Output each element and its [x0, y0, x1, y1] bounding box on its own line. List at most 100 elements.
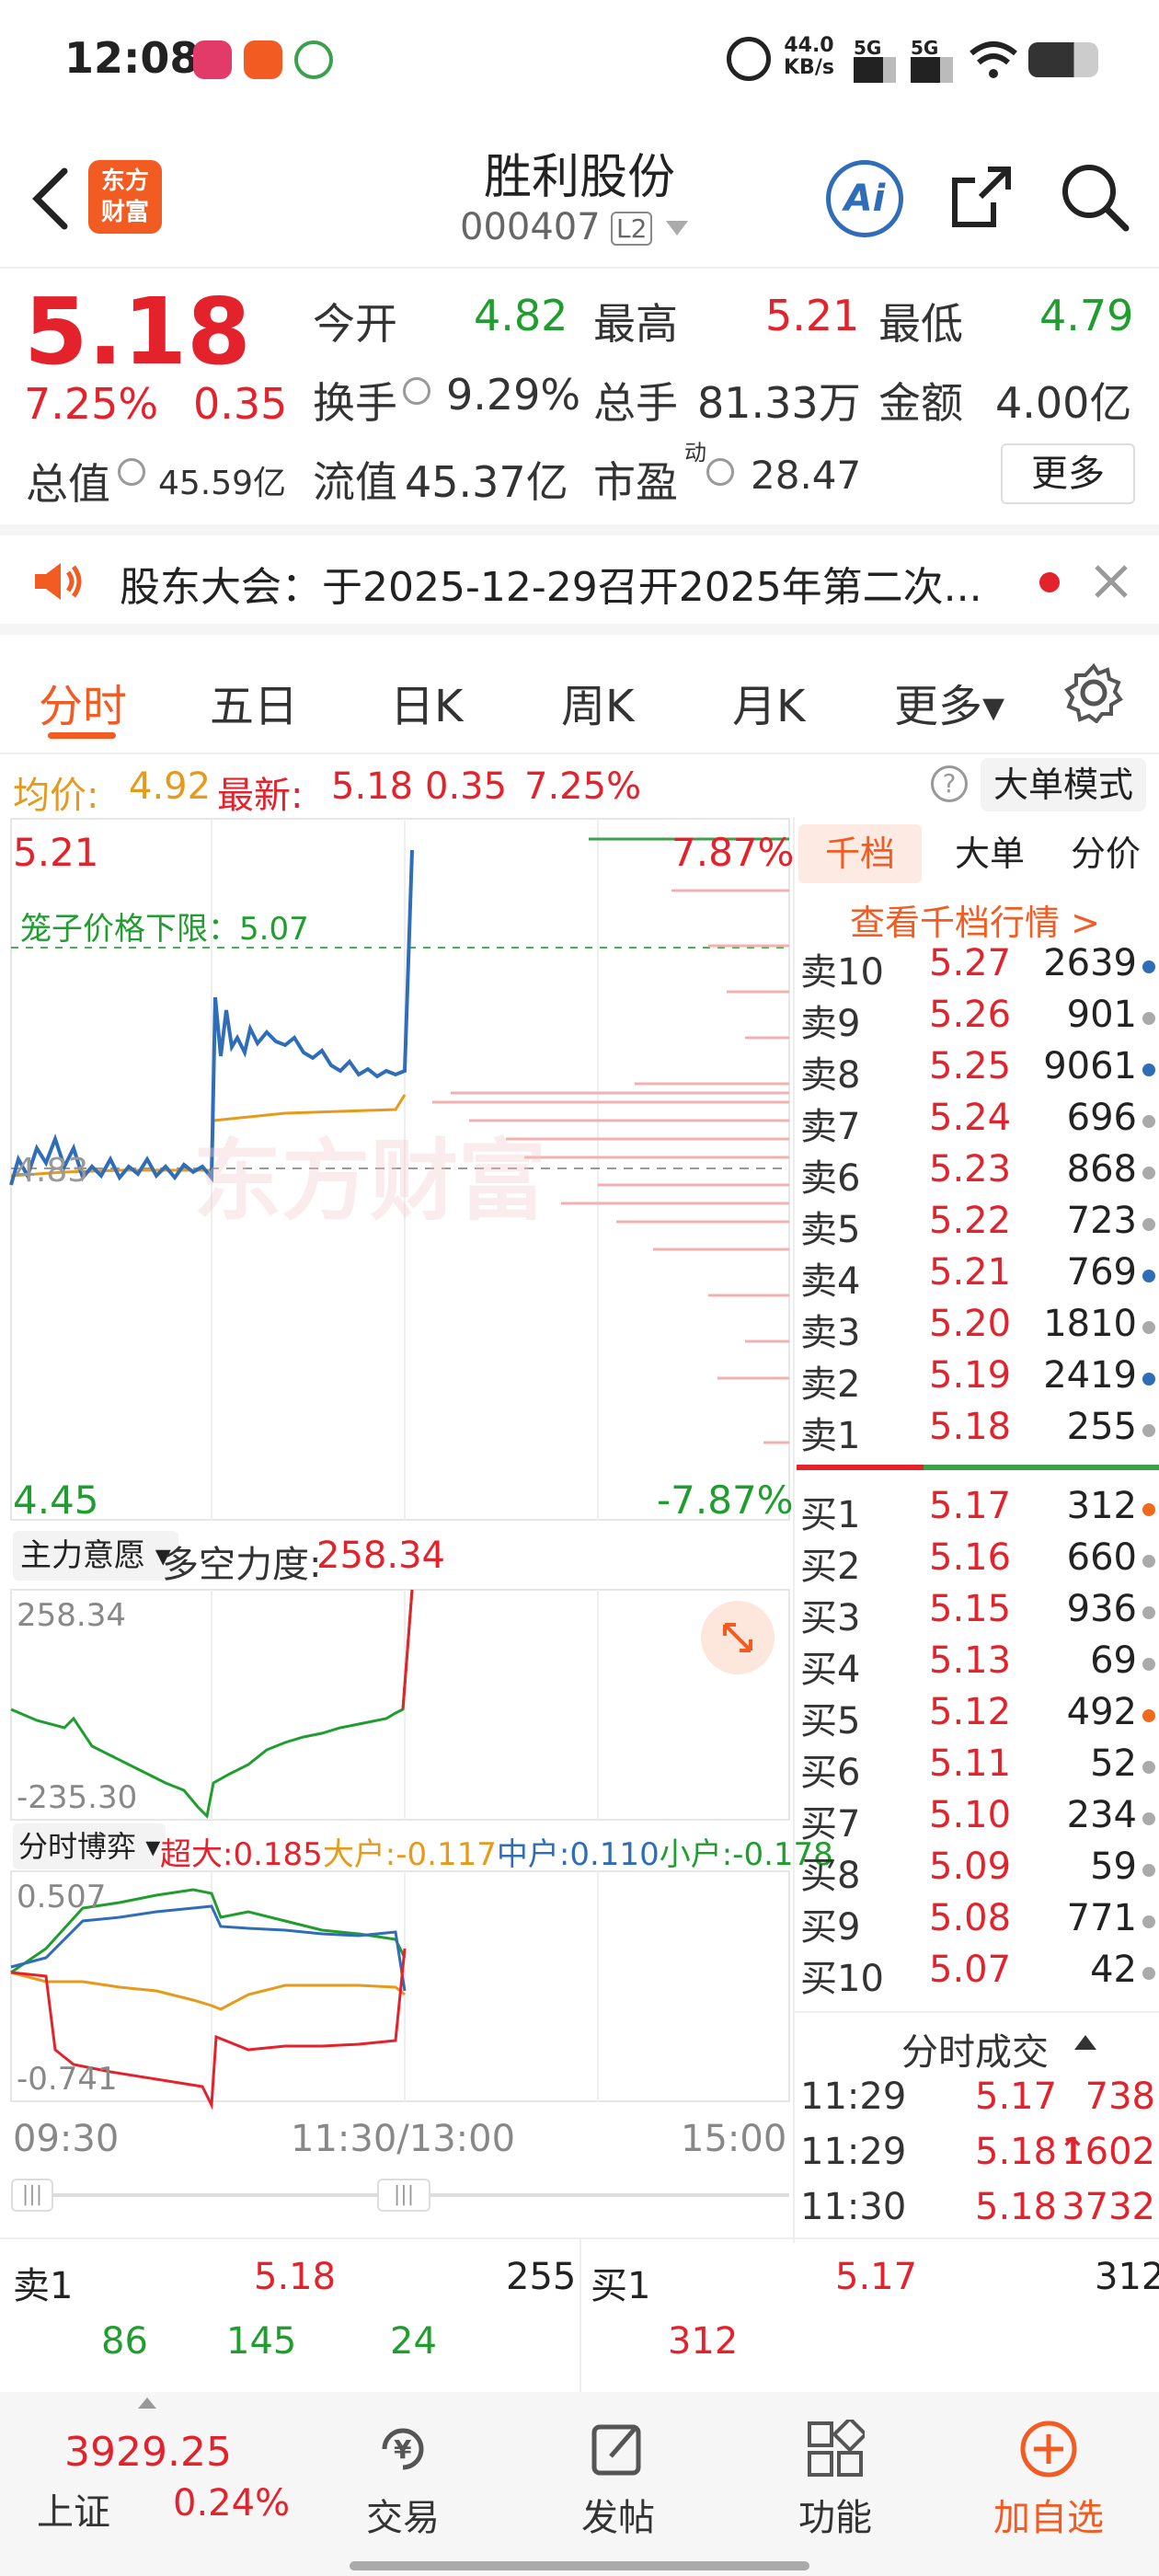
eastmoney-logo: 东方 财富 — [88, 160, 162, 234]
ai-button[interactable]: Ai — [826, 160, 903, 237]
ask-row[interactable]: 卖10 5.27 2639 — [800, 942, 1159, 994]
bid-price: 5.13 — [929, 1639, 1012, 1682]
index-value[interactable]: 3929.25 — [64, 2429, 232, 2476]
info-icon[interactable] — [403, 377, 430, 405]
ask-price: 5.24 — [929, 1097, 1012, 1139]
info-icon[interactable] — [706, 458, 734, 486]
bid-label: 买2 — [800, 1546, 861, 1588]
bid-row[interactable]: 买2 5.16 660 — [800, 1536, 1159, 1588]
ask-row[interactable]: 卖5 5.22 723 — [800, 1200, 1159, 1251]
ask-row[interactable]: 卖7 5.24 696 — [800, 1097, 1159, 1148]
indicator-value: 258.34 — [316, 1535, 445, 1577]
ask-price: 5.27 — [929, 942, 1012, 984]
bid-label: 买10 — [800, 1958, 884, 2000]
time-mid: 11:30/13:00 — [291, 2118, 516, 2160]
ask-row[interactable]: 卖6 5.23 868 — [800, 1148, 1159, 1200]
ask-row[interactable]: 卖9 5.26 901 — [800, 994, 1159, 1045]
info-icon[interactable] — [118, 458, 145, 486]
bid1-part: 312 — [668, 2320, 739, 2363]
bid-label: 买3 — [800, 1597, 861, 1639]
expand-up-icon[interactable] — [138, 2398, 156, 2409]
ask-dot — [1142, 1218, 1155, 1231]
nav-post[interactable]: 发帖 — [526, 2392, 710, 2576]
tab-daily-k[interactable]: 日K — [390, 681, 464, 732]
pe-sup: 动 — [684, 440, 706, 466]
bid-row[interactable]: 买9 5.08 771 — [800, 1897, 1159, 1949]
bid-row[interactable]: 买5 5.12 492 — [800, 1691, 1159, 1742]
ask-row[interactable]: 卖1 5.18 255 — [800, 1406, 1159, 1457]
expand-icon[interactable] — [701, 1601, 775, 1674]
pe-label: 市盈 — [593, 457, 678, 507]
ask-row[interactable]: 卖8 5.25 9061 — [800, 1045, 1159, 1097]
view-depth-link[interactable]: 查看千档行情 > — [850, 903, 1100, 943]
nav-add-watchlist[interactable]: 加自选 — [957, 2392, 1141, 2576]
axis-bottom-pct: -7.87% — [657, 1478, 794, 1523]
tab-big-order[interactable]: 大单 — [954, 834, 1025, 874]
force-line-green — [10, 1589, 414, 1820]
bid-label: 买6 — [800, 1752, 861, 1794]
collapse-icon[interactable] — [1074, 2035, 1096, 2050]
scroll-handle-right[interactable]: ||| — [377, 2179, 430, 2212]
ask-dot — [1142, 1373, 1155, 1386]
bid-row[interactable]: 买7 5.10 234 — [800, 1794, 1159, 1846]
bid-row[interactable]: 买4 5.13 69 — [800, 1639, 1159, 1691]
ask-row[interactable]: 卖2 5.19 2419 — [800, 1354, 1159, 1406]
tab-intraday[interactable]: 分时 — [39, 681, 128, 732]
gear-icon[interactable] — [1063, 662, 1124, 724]
bid-row[interactable]: 买1 5.17 312 — [800, 1485, 1159, 1536]
bid-row[interactable]: 买6 5.11 52 — [800, 1742, 1159, 1794]
bid-price: 5.15 — [929, 1588, 1012, 1630]
scroll-handle-left[interactable]: ||| — [11, 2179, 53, 2212]
trade-volume: 738 — [1084, 2076, 1155, 2118]
help-icon[interactable]: ? — [931, 765, 968, 802]
ask-volume: 1810 — [1043, 1303, 1137, 1345]
indicator-select[interactable]: 主力意愿 ▾ — [13, 1531, 178, 1581]
game-legend: 超大:0.185大户:-0.117中户:0.110小户:-0.178 — [160, 1829, 833, 1874]
more-button[interactable]: 更多 — [1001, 443, 1135, 504]
last-pct: 7.25% — [524, 765, 642, 808]
ask-volume: 255 — [1066, 1406, 1137, 1448]
back-icon[interactable] — [24, 162, 79, 236]
bid-row[interactable]: 买8 5.09 59 — [800, 1846, 1159, 1897]
tab-more[interactable]: 更多▾ — [894, 681, 1005, 732]
tab-five-day[interactable]: 五日 — [210, 681, 299, 732]
nav-functions[interactable]: 功能 — [743, 2392, 927, 2576]
trade-row: 11:29 5.17 738 — [800, 2076, 1159, 2127]
ask1-price: 5.18 — [254, 2256, 337, 2298]
ask-volume: 9061 — [1043, 1045, 1137, 1087]
bid1-price: 5.17 — [835, 2256, 918, 2298]
notice-bar[interactable]: 股东大会：于2025-12-29召开2025年第二次... — [0, 524, 1159, 635]
search-icon[interactable] — [1058, 158, 1131, 236]
bid-row[interactable]: 买10 5.07 42 — [800, 1949, 1159, 2000]
share-icon[interactable] — [947, 160, 1017, 234]
ask-price: 5.23 — [929, 1148, 1012, 1190]
index-pct[interactable]: 0.24% — [173, 2482, 291, 2524]
ask-dot — [1142, 1321, 1155, 1334]
close-icon[interactable] — [1091, 561, 1131, 602]
tab-depth[interactable]: 千档 — [798, 824, 922, 883]
ask-dot — [1142, 1424, 1155, 1437]
legend-value: 0.110 — [569, 1836, 660, 1873]
ask-row[interactable]: 卖3 5.20 1810 — [800, 1303, 1159, 1354]
bid-price: 5.16 — [929, 1536, 1012, 1579]
amount-label: 金额 — [878, 378, 963, 428]
app-notification-icon — [193, 40, 232, 79]
game-select[interactable]: 分时博弈 ▾ — [13, 1823, 166, 1869]
tab-weekly-k[interactable]: 周K — [561, 681, 635, 732]
ask-list: 卖10 5.27 2639 卖9 5.26 901 卖8 5.25 9061 卖7 5.24 696 卖… — [795, 942, 1159, 1457]
bid-volume: 660 — [1066, 1536, 1137, 1579]
ask-row[interactable]: 卖4 5.21 769 — [800, 1251, 1159, 1303]
tab-monthly-k[interactable]: 月K — [732, 681, 806, 732]
intraday-chart[interactable]: 5.21 7.87% 笼子价格下限：5.07 4.83 东方财富 4.45 -7… — [9, 817, 833, 2445]
speaker-icon — [33, 559, 85, 604]
index-name[interactable]: 上证 — [37, 2491, 110, 2534]
tab-price-dist[interactable]: 分价 — [1070, 834, 1141, 874]
grid-icon — [806, 2416, 868, 2478]
bid-volume: 771 — [1066, 1897, 1137, 1939]
big-order-mode-button[interactable]: 大单模式 — [981, 758, 1146, 811]
dropdown-arrow-icon[interactable] — [666, 221, 688, 236]
nav-trade[interactable]: ¥ 交易 — [311, 2392, 495, 2576]
bid-row[interactable]: 买3 5.15 936 — [800, 1588, 1159, 1639]
last-label: 最新: — [217, 775, 304, 817]
bid-volume: 936 — [1066, 1588, 1137, 1630]
